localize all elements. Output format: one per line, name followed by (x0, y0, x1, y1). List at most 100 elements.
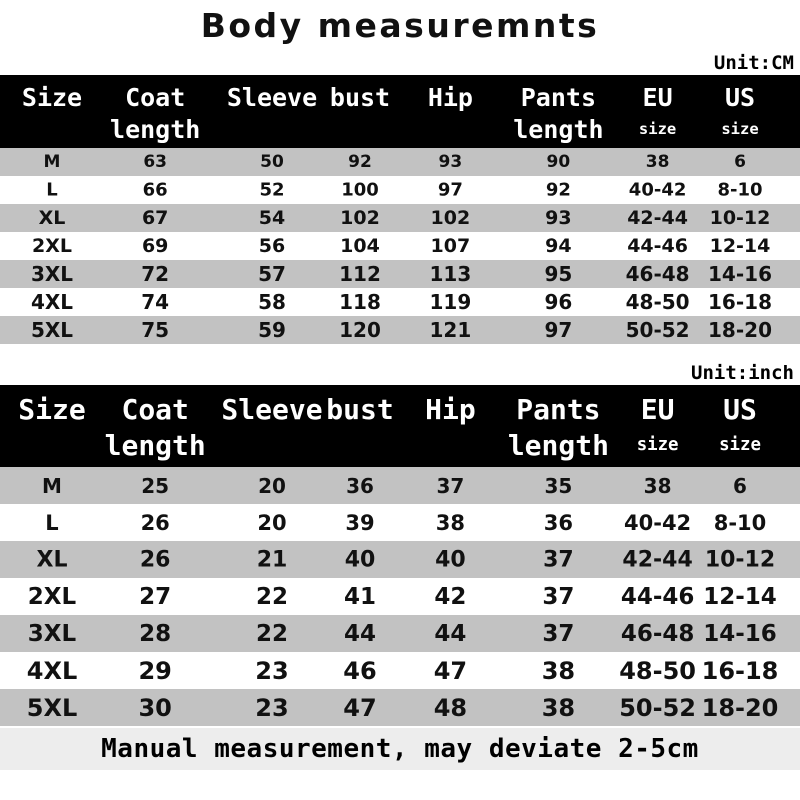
cell-hip: 93 (438, 152, 463, 172)
cell-us: 8-10 (717, 179, 763, 201)
cell-sleeve: 23 (255, 693, 289, 722)
cell-eu: 48-50 (619, 656, 696, 685)
cell-coat: 26 (140, 510, 170, 535)
cell-us: 12-14 (709, 235, 771, 257)
cell-coat: 74 (141, 290, 170, 314)
cell-sleeve: 56 (258, 235, 286, 257)
column-header-bust: bust (329, 83, 391, 112)
cell-us: 18-20 (708, 318, 772, 342)
table-row: 5XL 30 23 47 48 38 50-52 18-20 (0, 689, 800, 726)
cell-us: 10-12 (704, 547, 776, 572)
cell-sleeve: 22 (255, 583, 289, 610)
table-row: M 25 20 36 37 35 38 6 (0, 467, 800, 504)
cell-eu: 38 (643, 473, 672, 498)
cell-hip: 48 (433, 693, 468, 722)
column-header-sub-eu: size (636, 435, 679, 455)
column-header-sleeve: Sleeve (221, 393, 323, 426)
cell-coat: 25 (141, 473, 170, 498)
table-cm-body: M 63 50 92 93 90 38 6 L 66 52 100 97 92 40-42 8-10 XL 67 5… (0, 148, 800, 344)
cell-size: 4XL (30, 290, 74, 314)
cell-eu: 40-42 (628, 179, 687, 201)
cell-size: XL (36, 547, 68, 572)
cell-sleeve: 59 (258, 318, 286, 342)
cell-pants: 37 (542, 620, 575, 647)
cell-us: 10-12 (709, 207, 771, 229)
cell-bust: 102 (340, 207, 380, 229)
cell-us: 12-14 (703, 583, 777, 610)
cell-sleeve: 58 (258, 290, 286, 314)
cell-sleeve: 20 (258, 473, 286, 498)
column-header-size: Size (21, 83, 83, 112)
cell-us: 18-20 (701, 693, 779, 722)
cell-sleeve: 23 (255, 656, 289, 685)
cell-eu: 42-44 (627, 207, 688, 229)
table-row: L 26 20 39 38 36 40-42 8-10 (0, 504, 800, 541)
table-row: 2XL 69 56 104 107 94 44-46 12-14 (0, 232, 800, 260)
table-row: 3XL 72 57 112 113 95 46-48 14-16 (0, 260, 800, 288)
cell-hip: 107 (430, 235, 471, 257)
column-header-sleeve: Sleeve (226, 83, 318, 112)
cell-coat: 28 (139, 620, 172, 647)
column-header-hip: Hip (425, 393, 476, 426)
unit-label-inch: Unit:inch (691, 362, 794, 384)
cell-hip: 102 (430, 207, 471, 229)
column-header-sub-coat: length (110, 115, 201, 144)
column-header-sub-eu: size (638, 120, 677, 138)
cell-bust: 44 (343, 620, 377, 647)
cell-us: 8-10 (713, 510, 767, 535)
cell-size: 5XL (30, 318, 74, 342)
cell-eu: 44-46 (620, 583, 695, 610)
cell-size: 3XL (30, 262, 74, 286)
cell-size: 2XL (32, 235, 72, 257)
column-header-sub-pants: length (513, 115, 604, 144)
column-header-eu: EU (640, 393, 675, 426)
cell-hip: 113 (429, 262, 472, 286)
column-header-eu: EU (642, 83, 673, 112)
cell-eu: 48-50 (625, 290, 690, 314)
cell-us: 16-18 (708, 290, 772, 314)
cell-pants: 95 (544, 262, 573, 286)
table-inch-body: M 25 20 36 37 35 38 6 L 26 20 39 38 36 40-42 8-10 XL 26 21… (0, 467, 800, 726)
cell-coat: 67 (141, 207, 169, 229)
page-title: Body measuremnts (200, 6, 600, 45)
cell-hip: 38 (435, 510, 466, 535)
table-row: 3XL 28 22 44 44 37 46-48 14-16 (0, 615, 800, 652)
cell-bust: 118 (339, 290, 381, 314)
cell-bust: 41 (343, 583, 377, 610)
cell-size: L (46, 179, 58, 201)
cell-coat: 72 (141, 262, 170, 286)
cell-pants: 94 (545, 235, 572, 257)
cell-hip: 44 (434, 620, 467, 647)
cell-bust: 46 (343, 656, 377, 685)
measurements-table-cm: Size Coat length Sleeve bust Hip Pants length EU… (0, 75, 800, 344)
cell-eu: 50-52 (625, 318, 690, 342)
cell-size: M (42, 473, 62, 498)
cell-us: 14-16 (703, 620, 777, 647)
column-header-pants: Pants (520, 83, 597, 112)
table-row: 2XL 27 22 41 42 37 44-46 12-14 (0, 578, 800, 615)
cell-pants: 35 (544, 473, 573, 498)
cell-sleeve: 52 (259, 179, 285, 201)
measurements-table-inch: Size Coat length Sleeve bust Hip Pants length EU… (0, 385, 800, 726)
disclaimer-text: Manual measurement, may deviate 2-5cm (101, 734, 699, 764)
column-header-coat: Coat (125, 83, 186, 112)
cell-sleeve: 57 (258, 262, 286, 286)
cell-pants: 37 (543, 547, 574, 572)
cell-coat: 30 (138, 693, 172, 722)
cell-pants: 37 (542, 583, 575, 610)
cell-size: M (43, 152, 61, 172)
cell-coat: 29 (138, 656, 172, 685)
cell-eu: 46-48 (620, 620, 695, 647)
table-inch-header-row: Size Coat length Sleeve bust Hip Pants length EU… (0, 385, 800, 467)
cell-bust: 104 (340, 235, 380, 257)
cell-bust: 39 (345, 510, 375, 535)
cell-us: 6 (734, 152, 746, 172)
cell-hip: 42 (434, 583, 467, 610)
cell-size: 2XL (27, 583, 77, 610)
table-row: L 66 52 100 97 92 40-42 8-10 (0, 176, 800, 204)
table-row: M 63 50 92 93 90 38 6 (0, 148, 800, 176)
cell-eu: 50-52 (619, 693, 696, 722)
cell-pants: 93 (545, 207, 572, 229)
cell-sleeve: 21 (256, 547, 288, 572)
